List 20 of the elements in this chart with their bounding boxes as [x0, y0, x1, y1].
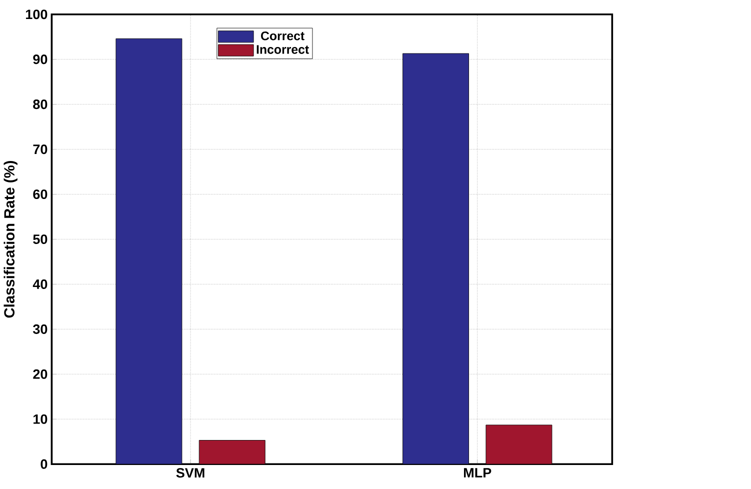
bar: [486, 424, 552, 464]
y-tick-label: 60: [33, 189, 48, 199]
y-tick-label: 100: [26, 9, 48, 19]
y-tick-label: 20: [33, 369, 48, 379]
y-tick-label: 30: [33, 324, 48, 334]
bar: [402, 53, 469, 464]
y-tick-label: 50: [33, 234, 48, 244]
y-axis-title: Classification Rate (%): [4, 160, 18, 318]
bar: [116, 38, 182, 464]
legend-label: Incorrect: [256, 44, 309, 54]
y-tick-label: 90: [33, 54, 48, 64]
x-tick-label: MLP: [464, 468, 492, 478]
legend-label: Correct: [261, 31, 304, 40]
x-tick-label: SVM: [176, 468, 204, 478]
y-tick-label: 70: [33, 144, 48, 154]
bar: [198, 440, 266, 464]
y-tick-label: 80: [33, 99, 48, 109]
y-tick-label: 10: [34, 414, 48, 424]
y-tick-label: 40: [32, 279, 48, 289]
y-tick-label: 0: [40, 459, 48, 469]
